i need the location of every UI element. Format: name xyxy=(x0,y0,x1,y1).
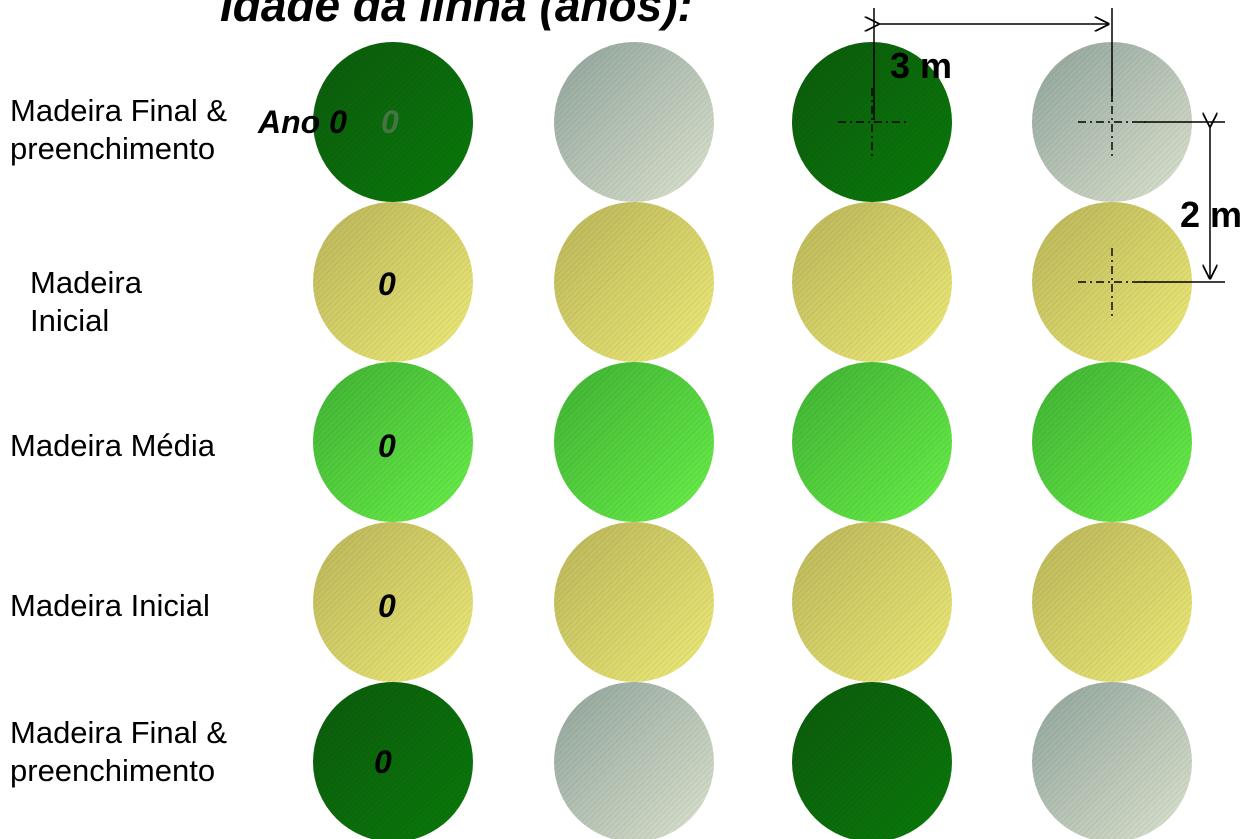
row-value-4: 0 xyxy=(378,588,396,624)
tree-hatch-r2-c4 xyxy=(1032,202,1192,362)
year-label: Ano 0 xyxy=(258,104,347,140)
tree-hatch-r3-c2 xyxy=(554,362,714,522)
tree-hatch-r4-c2 xyxy=(554,522,714,682)
row-spacing-label: 2 m xyxy=(1180,194,1243,235)
tree-hatch-r4-c3 xyxy=(792,522,952,682)
tree-hatch-r1-c2 xyxy=(554,42,714,202)
tree-hatch-r3-c3 xyxy=(792,362,952,522)
tree-hatch-r5-c3 xyxy=(792,682,952,839)
tree-hatch-r1-c4 xyxy=(1032,42,1192,202)
center-marker-r1-c4 xyxy=(1078,88,1146,156)
tree-hatch-r5-c2 xyxy=(554,682,714,839)
tree-hatch-r2-c2 xyxy=(554,202,714,362)
row-label-5: Madeira Final & preenchimento xyxy=(10,715,228,788)
center-marker-r2-c4 xyxy=(1078,248,1146,316)
tree-hatch-r5-c1 xyxy=(313,682,473,839)
tree-hatch-r4-c4 xyxy=(1032,522,1192,682)
tree-hatch-r1-c3 xyxy=(792,42,952,202)
tree-hatch-r3-c1 xyxy=(313,362,473,522)
row-value-5: 0 xyxy=(374,744,392,780)
tree-hatch-r5-c4 xyxy=(1032,682,1192,839)
row-label-4: Madeira Inicial xyxy=(10,588,210,623)
year-marker-faded: 0 xyxy=(381,104,399,140)
dimension-lines xyxy=(874,8,1225,283)
tree-grid xyxy=(313,42,1192,839)
tree-center-markers xyxy=(838,88,1146,316)
tree-spacing-label: 3 m xyxy=(890,45,953,86)
row-value-3: 0 xyxy=(378,428,396,464)
row-label-1: Madeira Final & preenchimento xyxy=(10,93,228,166)
row-label-2: Madeira Inicial xyxy=(30,265,142,338)
tree-hatch-r2-c1 xyxy=(313,202,473,362)
tree-hatch-r3-c4 xyxy=(1032,362,1192,522)
tree-hatch-r1-c1 xyxy=(313,42,473,202)
row-label-3: Madeira Média xyxy=(10,428,216,463)
row-value-2: 0 xyxy=(378,266,396,302)
diagram-title: Idade da linha (anos): xyxy=(220,0,693,31)
tree-hatch-r4-c1 xyxy=(313,522,473,682)
center-marker-r1-c3 xyxy=(838,88,906,156)
tree-hatch-r2-c3 xyxy=(792,202,952,362)
